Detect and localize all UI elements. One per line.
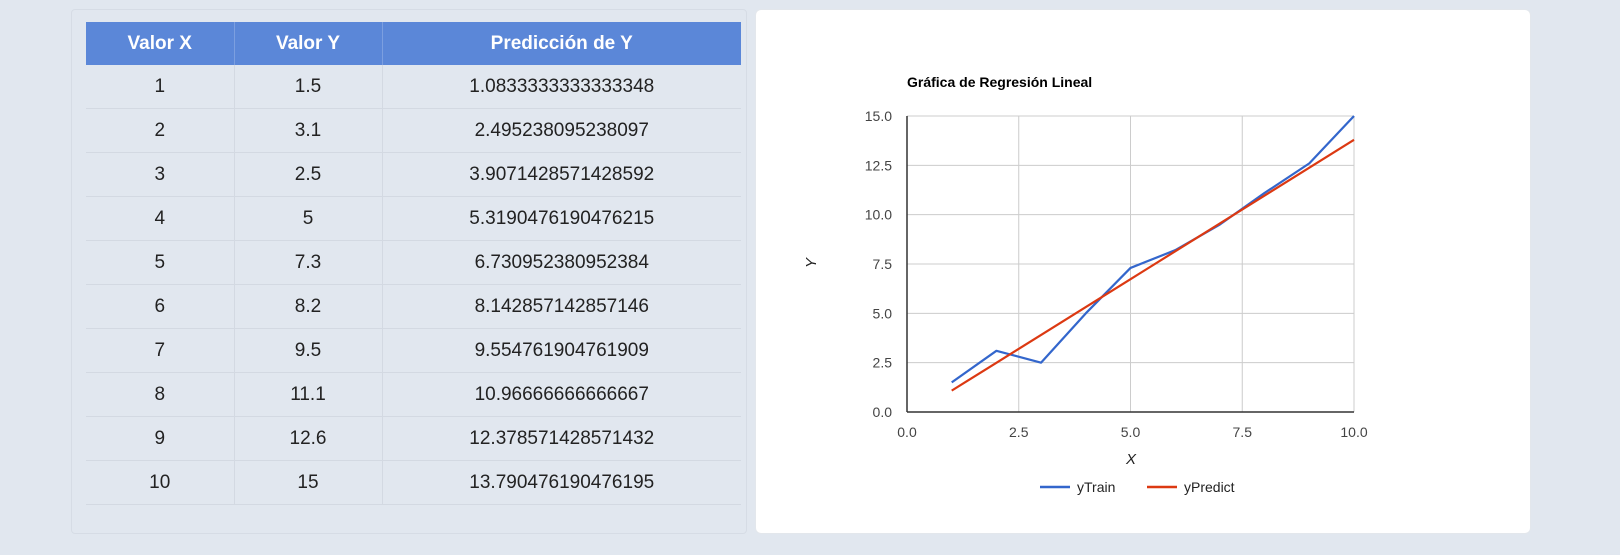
cell-valor-y: 8.2 [234, 284, 383, 329]
table-row: 4 5 5.3190476190476215 [86, 196, 741, 241]
table-row: 8 11.1 10.96666666666667 [86, 372, 741, 417]
cell-valor-y: 11.1 [234, 372, 383, 417]
cell-valor-x: 7 [86, 328, 235, 373]
cell-prediccion-y: 3.9071428571428592 [382, 152, 741, 197]
y-tick-label: 5.0 [873, 305, 893, 321]
x-axis-label: X [1125, 451, 1137, 468]
cell-prediccion-y: 13.790476190476195 [382, 460, 741, 505]
y-axis-ticks: 0.0 2.5 5.0 7.5 10.0 12.5 15.0 [865, 108, 892, 420]
cell-valor-x: 8 [86, 372, 235, 417]
cell-valor-x: 10 [86, 460, 235, 505]
cell-valor-x: 5 [86, 240, 235, 285]
cell-valor-x: 2 [86, 108, 235, 153]
x-axis-ticks: 0.0 2.5 5.0 7.5 10.0 [897, 424, 1368, 440]
header-valor-x: Valor X [86, 22, 235, 65]
x-tick-label: 5.0 [1121, 424, 1141, 440]
cell-prediccion-y: 6.730952380952384 [382, 240, 741, 285]
x-tick-label: 7.5 [1233, 424, 1253, 440]
table-row: 10 15 13.790476190476195 [86, 460, 741, 505]
chart-series [951, 115, 1355, 392]
table-header-row: Valor X Valor Y Predicción de Y [86, 22, 741, 65]
chart-panel: Gráfica de Regresión Lineal 0.0 2.5 5.0 7.5… [755, 9, 1531, 534]
cell-valor-x: 1 [86, 65, 235, 109]
cell-prediccion-y: 2.495238095238097 [382, 108, 741, 153]
y-tick-label: 12.5 [865, 157, 892, 173]
cell-valor-y: 5 [234, 196, 383, 241]
y-tick-label: 7.5 [873, 256, 893, 272]
table-row: 6 8.2 8.142857142857146 [86, 284, 741, 329]
cell-valor-y: 1.5 [234, 65, 383, 109]
table-row: 1 1.5 1.0833333333333348 [86, 65, 741, 109]
results-table-panel: Valor X Valor Y Predicción de Y 1 1.5 1.08… [71, 9, 747, 534]
cell-prediccion-y: 9.554761904761909 [382, 328, 741, 373]
cell-prediccion-y: 1.0833333333333348 [382, 65, 741, 109]
cell-valor-x: 6 [86, 284, 235, 329]
table-row: 5 7.3 6.730952380952384 [86, 240, 741, 285]
regression-chart: Gráfica de Regresión Lineal 0.0 2.5 5.0 7.5… [803, 74, 1368, 495]
legend-label-ytrain: yTrain [1077, 479, 1115, 495]
table-row: 2 3.1 2.495238095238097 [86, 108, 741, 153]
cell-prediccion-y: 8.142857142857146 [382, 284, 741, 329]
header-prediccion-y: Predicción de Y [382, 22, 741, 65]
chart-axes [906, 116, 1354, 413]
legend-label-ypredict: yPredict [1184, 479, 1235, 495]
cell-prediccion-y: 12.378571428571432 [382, 416, 741, 461]
series-line-ypredict [951, 138, 1355, 392]
cell-valor-y: 7.3 [234, 240, 383, 285]
y-tick-label: 10.0 [865, 207, 892, 223]
cell-valor-y: 9.5 [234, 328, 383, 373]
x-tick-label: 10.0 [1340, 424, 1367, 440]
cell-valor-y: 2.5 [234, 152, 383, 197]
results-table: Valor X Valor Y Predicción de Y 1 1.5 1.08… [86, 22, 741, 505]
cell-valor-x: 9 [86, 416, 235, 461]
chart-legend: yTrain yPredict [1040, 479, 1235, 495]
cell-valor-y: 15 [234, 460, 383, 505]
header-valor-y: Valor Y [234, 22, 383, 65]
y-tick-label: 15.0 [865, 108, 892, 124]
y-axis-label: Y [803, 257, 820, 268]
table-row: 7 9.5 9.554761904761909 [86, 328, 741, 373]
chart-title: Gráfica de Regresión Lineal [907, 74, 1092, 90]
cell-valor-x: 4 [86, 196, 235, 241]
series-line-ytrain [951, 115, 1355, 384]
table-row: 3 2.5 3.9071428571428592 [86, 152, 741, 197]
cell-valor-y: 3.1 [234, 108, 383, 153]
y-tick-label: 0.0 [873, 404, 893, 420]
cell-prediccion-y: 5.3190476190476215 [382, 196, 741, 241]
cell-valor-y: 12.6 [234, 416, 383, 461]
x-tick-label: 0.0 [897, 424, 917, 440]
cell-valor-x: 3 [86, 152, 235, 197]
cell-prediccion-y: 10.96666666666667 [382, 372, 741, 417]
table-row: 9 12.6 12.378571428571432 [86, 416, 741, 461]
x-tick-label: 2.5 [1009, 424, 1029, 440]
y-tick-label: 2.5 [873, 355, 893, 371]
